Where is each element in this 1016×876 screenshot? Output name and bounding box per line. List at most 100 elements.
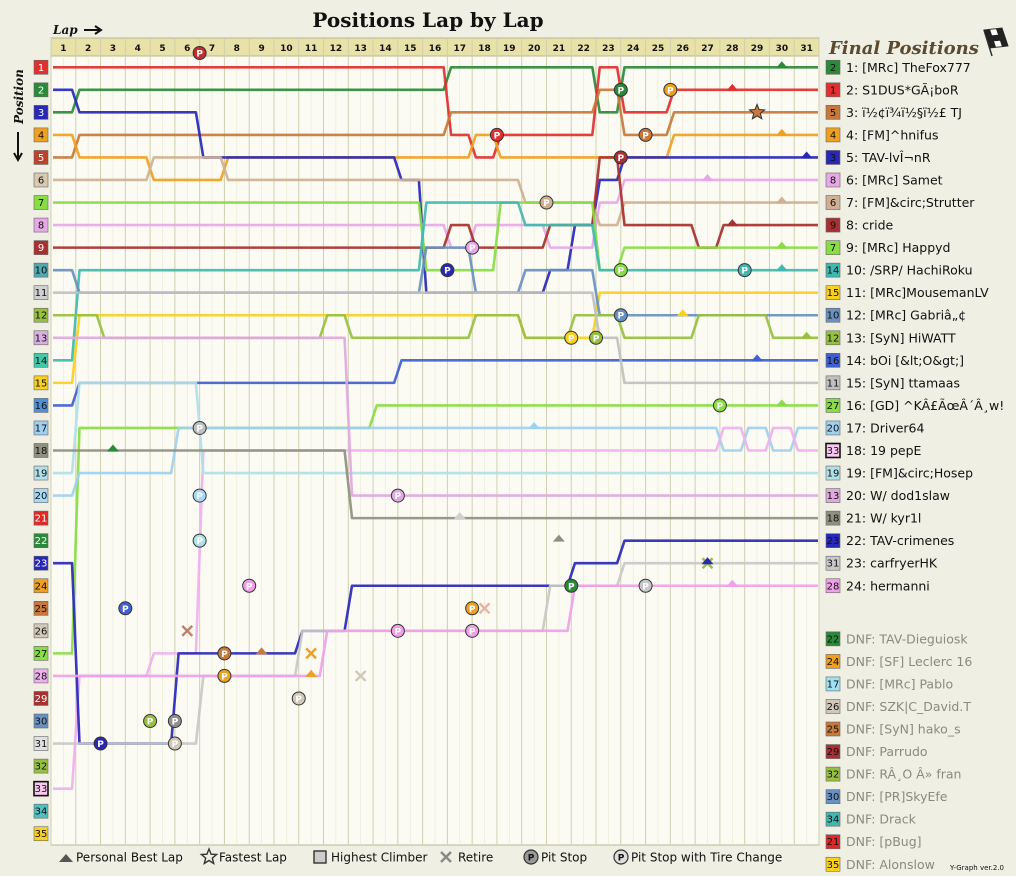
grid-position-label: 16 <box>35 401 48 412</box>
lap-tick-label: 12 <box>330 44 343 54</box>
grid-position-box <box>33 285 49 301</box>
grid-position-box <box>33 803 49 819</box>
grid-position-box <box>33 668 49 684</box>
grid-position-label: 33 <box>35 784 48 795</box>
final-grid-label: 29 <box>827 747 840 758</box>
legend-label: Retire <box>458 851 493 865</box>
final-grid-box <box>825 59 841 75</box>
series-line <box>53 291 818 385</box>
classified-entry: 9 8: cride <box>825 218 894 233</box>
grid-position-label: 18 <box>35 446 48 457</box>
final-grid-box <box>825 172 841 188</box>
grid-position-box <box>33 555 49 571</box>
dnf-entry: 34 DNF: Drack <box>825 811 917 827</box>
personal-best-marker <box>775 399 788 407</box>
classified-entry: 28 24: hermanni <box>825 578 930 593</box>
pit-stop-circle <box>143 714 158 729</box>
classified-entry: 18 21: W/ kyr1l <box>825 511 921 526</box>
final-grid-label: 16 <box>827 356 840 367</box>
retire-marker <box>181 624 194 637</box>
personal-best-marker <box>676 309 689 317</box>
pit-stop-circle <box>489 127 504 142</box>
pit-stop-circle <box>192 46 207 60</box>
final-grid-box <box>825 721 841 737</box>
lap-tick-label: 8 <box>234 44 240 54</box>
classified-entry: 10 12: [MRc] Gabriâ„¢ <box>825 307 966 323</box>
dnf-entry: 21 DNF: [pBug] <box>825 834 922 850</box>
final-grid-box <box>825 465 841 481</box>
retire-marker <box>478 602 491 615</box>
final-grid-box <box>825 375 841 391</box>
grid-position-box <box>33 82 49 98</box>
pit-stop-glyph: P <box>172 718 179 728</box>
final-grid-box <box>825 262 841 278</box>
pit-stop-glyph: P <box>618 312 625 322</box>
legend-pit-icon <box>523 849 539 865</box>
personal-best-marker <box>255 647 268 655</box>
series-line <box>53 336 818 497</box>
final-grid-label: 26 <box>827 702 840 713</box>
pit-stop-glyph: P <box>147 718 154 728</box>
grid-position-label: 3 <box>38 108 44 119</box>
grid-position-label: 22 <box>35 536 48 547</box>
classified-entry: 19 19: [FM]&circ;Hosep <box>825 465 973 481</box>
final-grid-label: 30 <box>827 792 840 803</box>
pit-stop-marker: P <box>192 488 207 503</box>
dnf-driver-name: DNF: Drack <box>846 812 917 827</box>
final-grid-box <box>825 420 841 436</box>
classified-entry: 12 13: [SyN] HiWATT <box>825 330 956 345</box>
lap-tick-label: 28 <box>726 44 739 54</box>
final-grid-label: 10 <box>827 311 840 322</box>
personal-best-marker <box>701 173 714 181</box>
legend-label: Highest Climber <box>331 851 427 865</box>
pit-stop-circle <box>564 330 579 345</box>
grid-position-label: 31 <box>35 739 48 750</box>
grid-position-label: 1 <box>38 63 44 74</box>
final-grid-box <box>825 285 841 301</box>
final-driver-name: 13: [SyN] HiWATT <box>846 330 956 345</box>
grid-position-label: 19 <box>35 469 48 480</box>
checkered-flag-icon <box>983 27 1009 57</box>
grid-position-label: 32 <box>35 762 48 773</box>
legend-pb-icon <box>59 854 73 862</box>
lap-tick-label: 21 <box>553 44 566 54</box>
personal-best-marker <box>775 61 788 69</box>
pit-stop-marker: P <box>613 263 628 278</box>
grid-position-label: 8 <box>38 221 44 232</box>
series-line <box>53 88 818 159</box>
final-grid-box <box>825 307 841 323</box>
series-line <box>53 539 818 745</box>
pit-stop-circle <box>465 240 480 255</box>
final-driver-name: 10: /SRP/ HachiRoku <box>846 263 973 278</box>
pit-stop-circle <box>192 488 207 503</box>
pit-stop-circle <box>638 578 653 593</box>
lap-tick-label: 10 <box>280 44 293 54</box>
dnf-entry: 25 DNF: [SyN] hako_s <box>825 721 961 737</box>
grid-position-box <box>33 240 49 255</box>
grid-position-box <box>33 172 49 188</box>
personal-best-marker <box>701 557 714 565</box>
grid-position-box <box>33 420 49 436</box>
final-grid-box <box>825 811 841 827</box>
final-driver-name: 2: S1DUS*GÃ¡boR <box>846 82 959 97</box>
position-lines <box>53 65 818 790</box>
lap-tick-label: 3 <box>110 44 116 54</box>
pit-stop-glyph: P <box>395 492 402 502</box>
grid-position-box <box>33 398 49 413</box>
final-grid-label: 19 <box>827 469 840 480</box>
final-grid-box <box>825 834 841 850</box>
pit-stop-glyph: P <box>221 650 228 660</box>
final-driver-name: 1: [MRc] TheFox777 <box>846 60 971 75</box>
grid-position-label: 7 <box>38 198 44 209</box>
final-grid-box <box>825 744 841 759</box>
pit-stop-circle <box>589 330 604 345</box>
personal-best-marker <box>552 534 565 542</box>
lap-tick-label: 24 <box>627 44 640 54</box>
pit-stop-marker: P <box>712 398 727 413</box>
final-driver-name: 4: [FM]^hnifus <box>846 127 939 142</box>
plot-area <box>50 37 820 846</box>
pit-stop-circle <box>217 668 232 683</box>
grid-position-box <box>33 623 49 639</box>
pit-stop-glyph: P <box>469 605 476 615</box>
final-grid-box <box>825 555 841 571</box>
